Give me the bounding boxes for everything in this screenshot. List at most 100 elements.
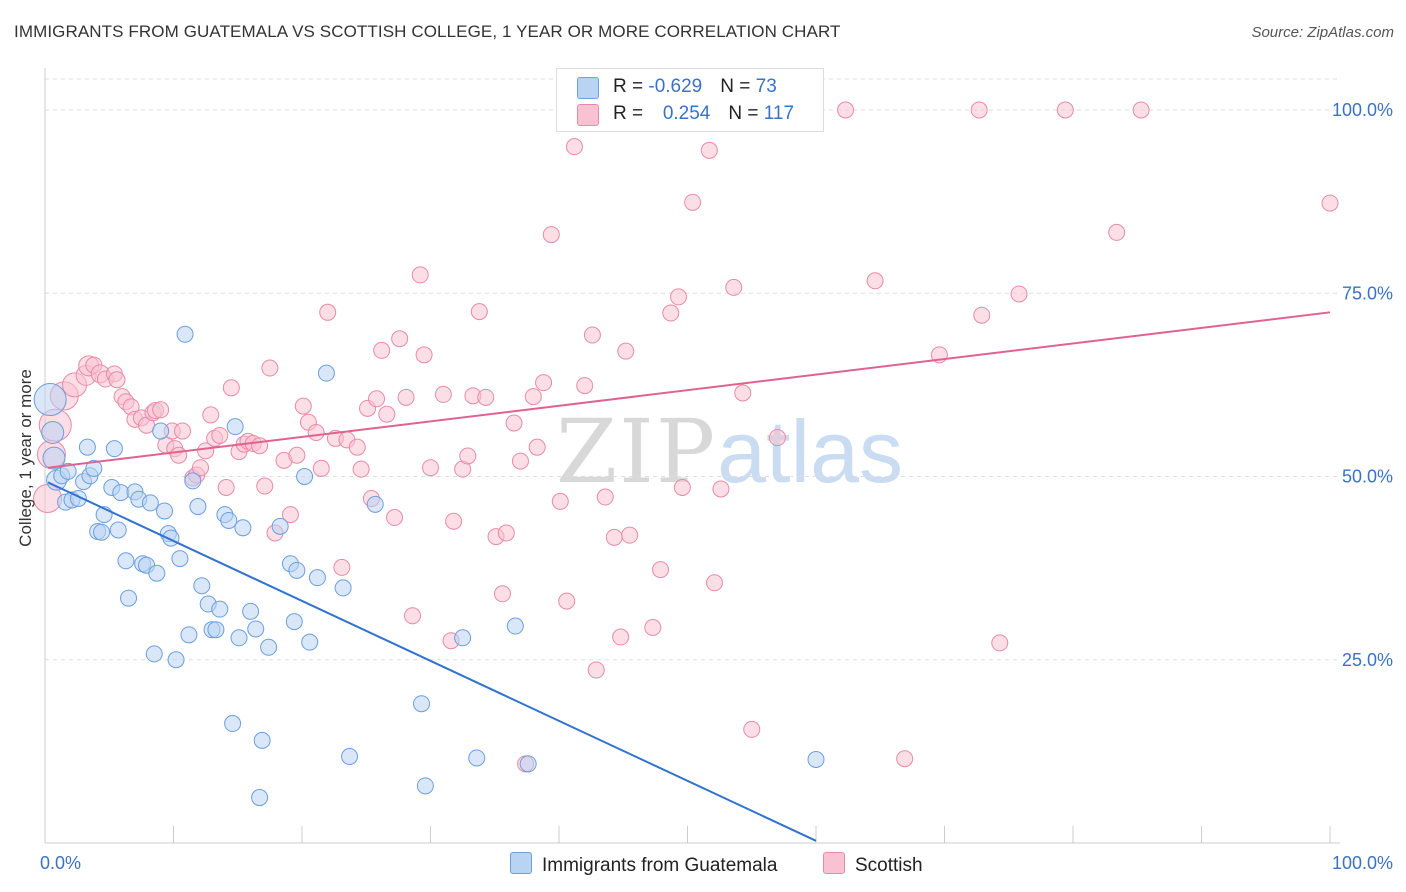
guatemala-point <box>148 564 166 582</box>
scottish-point <box>725 278 743 296</box>
scottish-point <box>705 574 723 592</box>
guatemala-points <box>33 325 825 807</box>
scottish-point <box>973 306 991 324</box>
guatemala-point <box>141 494 159 512</box>
scottish-point <box>459 447 477 465</box>
guatemala-point <box>226 418 244 436</box>
r-label: R = <box>613 103 649 124</box>
guatemala-point <box>152 422 170 440</box>
scottish-point <box>551 492 569 510</box>
scottish-point <box>768 429 786 447</box>
guatemala-point <box>112 484 130 502</box>
scottish-point <box>397 388 415 406</box>
scottish-point <box>684 193 702 211</box>
scottish-point <box>743 720 761 738</box>
scottish-point <box>373 341 391 359</box>
guatemala-point <box>211 600 229 618</box>
scottish-point <box>170 446 188 464</box>
chart-title: IMMIGRANTS FROM GUATEMALA VS SCOTTISH CO… <box>14 22 841 41</box>
guatemala-point <box>247 620 265 638</box>
scottish-point <box>700 141 718 159</box>
scottish-point <box>652 561 670 579</box>
y-axis-label: College, 1 year or more <box>16 369 35 547</box>
scottish-point <box>217 478 235 496</box>
guatemala-point <box>41 421 65 445</box>
scottish-point <box>528 438 546 456</box>
scottish-point <box>470 303 488 321</box>
scottish-point <box>378 405 396 423</box>
scottish-point <box>1132 101 1150 119</box>
guatemala-point <box>145 645 163 663</box>
guatemala-point <box>807 750 825 768</box>
scottish-point <box>493 585 511 603</box>
guatemala-point <box>167 651 185 669</box>
guatemala-point <box>301 633 319 651</box>
scottish-point <box>197 442 215 460</box>
guatemala-point <box>193 577 211 595</box>
y-tick-label: 25.0% <box>1342 650 1393 670</box>
guatemala-point <box>285 613 303 631</box>
scottish-point <box>605 528 623 546</box>
scottish-point <box>712 480 730 498</box>
n-label: N = <box>728 103 764 124</box>
scottish-point <box>896 750 914 768</box>
scottish-point <box>211 426 229 444</box>
scottish-point <box>1056 101 1074 119</box>
guatemala-point <box>180 626 198 644</box>
scottish-point <box>434 385 452 403</box>
guatemala-point <box>519 755 537 773</box>
scottish-point <box>576 377 594 395</box>
guatemala-point <box>189 498 207 516</box>
guatemala-point <box>242 602 260 620</box>
y-tick-label: 100.0% <box>1332 100 1393 120</box>
scottish-point <box>596 488 614 506</box>
guatemala-point <box>288 561 306 579</box>
scottish-point <box>1010 285 1028 303</box>
scottish-points <box>33 101 1339 773</box>
scottish-point <box>152 401 170 419</box>
guatemala-point <box>117 552 135 570</box>
scottish-point <box>1108 223 1126 241</box>
guatemala-point <box>271 517 289 535</box>
n-value-scottish: 117 <box>763 103 795 124</box>
scottish-point <box>391 330 409 348</box>
scottish-point <box>352 460 370 478</box>
guatemala-point <box>341 748 359 766</box>
guatemala-point <box>224 715 242 733</box>
scottish-point <box>202 406 220 424</box>
scottish-point <box>565 138 583 156</box>
scottish-point <box>415 346 433 364</box>
x-tick-label: 0.0% <box>40 853 81 873</box>
scottish-point <box>108 371 126 389</box>
scottish-point <box>348 438 366 456</box>
guatemala-point <box>59 462 77 480</box>
guatemala-point <box>176 325 194 343</box>
scottish-point <box>422 459 439 477</box>
guatemala-point <box>260 638 278 656</box>
tick-labels: 25.0% 50.0% 75.0% 100.0% 0.0% 100.0% <box>40 100 1393 873</box>
n-value-guatemala: 73 <box>755 76 777 97</box>
legend-item-guatemala: Immigrants from Guatemala <box>510 852 777 877</box>
scottish-trend-line <box>47 311 1331 469</box>
guatemala-point <box>253 731 271 749</box>
guatemala-point <box>93 523 111 541</box>
guatemala-point <box>78 438 96 456</box>
guatemala-point <box>454 629 472 647</box>
scottish-point <box>386 509 404 527</box>
guatemala-point <box>33 383 67 417</box>
scottish-point <box>477 388 495 406</box>
scottish-point <box>542 226 560 244</box>
scottish-point <box>970 101 988 119</box>
trend-lines <box>47 311 1331 842</box>
scottish-legend-swatch <box>823 852 845 874</box>
scottish-point <box>524 388 542 406</box>
scottish-point <box>662 304 680 322</box>
guatemala-point <box>468 749 486 767</box>
scottish-point <box>583 326 601 344</box>
r-value-guatemala: -0.629 <box>648 76 703 97</box>
scottish-swatch <box>577 104 599 126</box>
scottish-point <box>333 558 351 576</box>
scottish-point <box>1321 194 1339 212</box>
guatemala-point <box>230 629 248 647</box>
source-credit: Source: ZipAtlas.com <box>1251 24 1394 41</box>
